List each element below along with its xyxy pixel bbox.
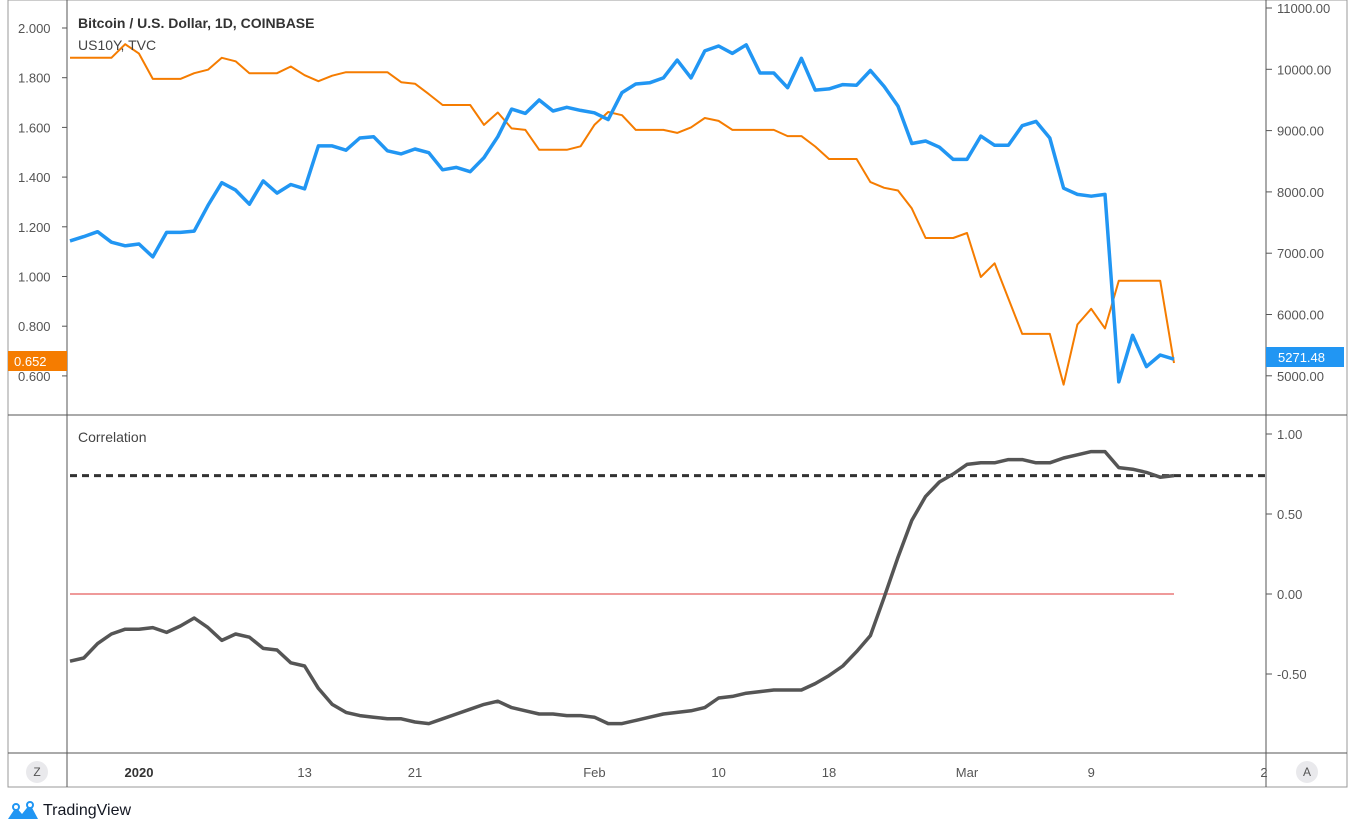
right-axis-tick-label: 8000.00 bbox=[1277, 185, 1324, 200]
tradingview-watermark[interactable]: TradingView bbox=[6, 799, 131, 823]
chart-frame bbox=[7, 0, 1348, 788]
left-axis-tick-label: 1.000 bbox=[18, 270, 51, 285]
us10y-last-price-tag bbox=[8, 351, 67, 371]
left-axis-tick-label: 1.400 bbox=[18, 170, 51, 185]
time-axis-tick-label: Feb bbox=[583, 765, 605, 780]
zoom-button[interactable]: Z bbox=[26, 761, 48, 783]
auto-scale-button[interactable]: A bbox=[1296, 761, 1318, 783]
series-lines bbox=[69, 43, 1175, 726]
correlation-series-line bbox=[69, 449, 1175, 726]
last-price-labels: 0.652 5271.48 bbox=[8, 347, 1344, 371]
main-symbol-title[interactable]: Bitcoin / U.S. Dollar, 1D, COINBASE bbox=[78, 15, 315, 31]
btc-last-price-tag bbox=[1266, 347, 1344, 367]
left-price-axis[interactable]: 2.000 1.800 1.600 1.400 1.200 1.000 0.800 0.600 bbox=[18, 21, 67, 384]
time-axis-tick-label: 13 bbox=[297, 765, 311, 780]
time-axis-tick-label: Mar bbox=[956, 765, 979, 780]
us10y-last-price: 0.652 bbox=[14, 354, 47, 369]
left-axis-tick-label: 0.800 bbox=[18, 319, 51, 334]
btc-series-line bbox=[69, 43, 1175, 384]
left-axis-tick-label: 1.200 bbox=[18, 220, 51, 235]
right-price-axis[interactable]: 11000.00 10000.00 9000.00 8000.00 7000.00 600… bbox=[1266, 1, 1331, 384]
time-axis-tick-label: 2 bbox=[1260, 765, 1267, 780]
indicator-axis-tick-label: -0.50 bbox=[1277, 667, 1307, 682]
indicator-axis-tick-label: 1.00 bbox=[1277, 427, 1302, 442]
right-axis-tick-label: 11000.00 bbox=[1277, 1, 1330, 16]
us10y-series-line bbox=[70, 43, 1175, 386]
time-axis-tick-label: 10 bbox=[711, 765, 725, 780]
right-axis-tick-label: 7000.00 bbox=[1277, 246, 1324, 261]
right-axis-tick-label: 6000.00 bbox=[1277, 308, 1324, 323]
indicator-axis[interactable]: 1.00 0.50 0.00 -0.50 bbox=[1266, 427, 1307, 682]
time-axis[interactable]: 2020 13 21 Feb 10 18 Mar 9 2 bbox=[125, 765, 1268, 780]
indicator-axis-tick-label: 0.00 bbox=[1277, 587, 1302, 602]
tradingview-wordmark: TradingView bbox=[43, 802, 132, 819]
compare-symbol-title[interactable]: US10Y, TVC bbox=[78, 37, 157, 53]
indicator-axis-tick-label: 0.50 bbox=[1277, 507, 1302, 522]
right-axis-tick-label: 9000.00 bbox=[1277, 124, 1324, 139]
btc-last-price: 5271.48 bbox=[1278, 350, 1325, 365]
right-axis-tick-label: 10000.00 bbox=[1277, 62, 1331, 77]
tradingview-logo-icon bbox=[8, 801, 38, 819]
time-axis-tick-label: 21 bbox=[408, 765, 422, 780]
left-axis-tick-label: 1.600 bbox=[18, 120, 51, 135]
time-axis-tick-label: 18 bbox=[822, 765, 836, 780]
time-axis-tick-label: 2020 bbox=[125, 765, 154, 780]
time-axis-tick-label: 9 bbox=[1088, 765, 1095, 780]
left-axis-tick-label: 2.000 bbox=[18, 21, 51, 36]
left-axis-tick-label: 0.600 bbox=[18, 369, 51, 384]
left-axis-tick-label: 1.800 bbox=[18, 71, 51, 86]
indicator-title[interactable]: Correlation bbox=[78, 429, 147, 445]
outer-border bbox=[7, 0, 1348, 788]
right-axis-tick-label: 5000.00 bbox=[1277, 369, 1324, 384]
reference-lines bbox=[70, 474, 1266, 595]
